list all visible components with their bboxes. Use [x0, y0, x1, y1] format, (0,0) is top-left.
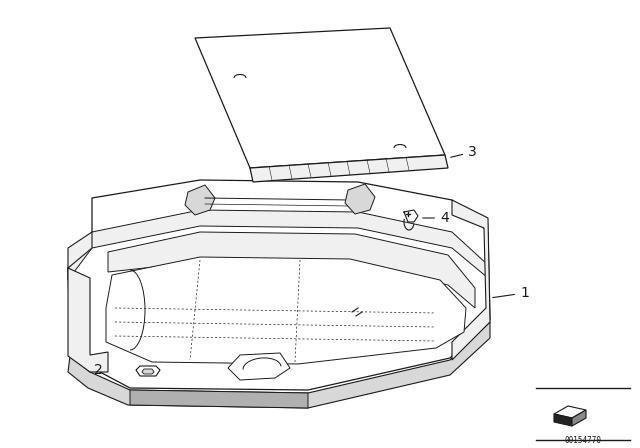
- Text: 00154770: 00154770: [564, 436, 602, 445]
- Polygon shape: [68, 232, 92, 268]
- Polygon shape: [136, 366, 160, 376]
- Polygon shape: [68, 322, 490, 408]
- Text: 4: 4: [423, 211, 449, 225]
- Polygon shape: [68, 180, 490, 390]
- Polygon shape: [228, 353, 290, 380]
- Text: 3: 3: [451, 145, 477, 159]
- Polygon shape: [195, 28, 445, 168]
- Polygon shape: [572, 410, 586, 426]
- Polygon shape: [68, 268, 108, 372]
- Polygon shape: [106, 257, 466, 364]
- Polygon shape: [185, 185, 215, 215]
- Text: 1: 1: [493, 286, 529, 300]
- Text: 2: 2: [93, 363, 102, 377]
- Polygon shape: [108, 232, 475, 308]
- Polygon shape: [250, 155, 448, 182]
- Polygon shape: [554, 414, 572, 426]
- Polygon shape: [68, 210, 488, 280]
- Polygon shape: [452, 200, 490, 360]
- Polygon shape: [345, 184, 375, 214]
- Polygon shape: [142, 369, 154, 374]
- Polygon shape: [554, 406, 586, 418]
- Polygon shape: [130, 390, 308, 408]
